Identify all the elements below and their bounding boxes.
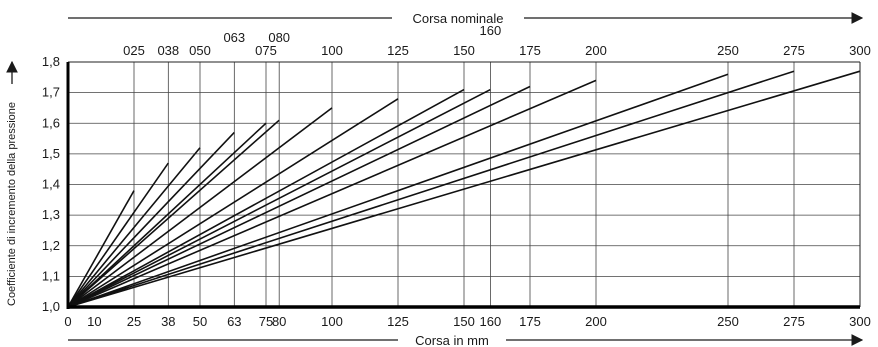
x-tick-label: 75 (259, 314, 273, 329)
series-label-150: 150 (453, 43, 475, 58)
chart-grid (68, 62, 860, 307)
y-tick-label: 1,1 (42, 268, 60, 283)
series-line-150 (67, 88, 465, 308)
series-line-160 (67, 88, 491, 308)
x-tick-label: 125 (387, 314, 409, 329)
x-tick-label: 0 (64, 314, 71, 329)
series-line-063 (67, 131, 235, 308)
series-line-125 (67, 98, 399, 308)
y-tick-label: 1,0 (42, 299, 60, 314)
series-label-250: 250 (717, 43, 739, 58)
x-tick-label: 275 (783, 314, 805, 329)
chart-tick-labels: 1,0 1,1 1,2 1,3 1,4 1,5 1,6 1,7 1,8 0 10 25 38 50 63 75… (42, 23, 871, 329)
chart-curves (67, 70, 861, 308)
series-line-275 (67, 70, 795, 308)
y-tick-label: 1,7 (42, 85, 60, 100)
series-label-200: 200 (585, 43, 607, 58)
series-line-200 (67, 79, 597, 308)
series-line-050 (67, 147, 201, 308)
series-line-100 (67, 107, 333, 308)
series-label-075: 075 (255, 43, 277, 58)
series-label-160: 160 (480, 23, 502, 38)
y-axis-title: Coefficiente di incremento della pressio… (6, 102, 18, 306)
chart-frame (66, 61, 861, 309)
series-line-300 (67, 70, 861, 308)
x-tick-label: 10 (87, 314, 101, 329)
x-tick-label: 63 (227, 314, 241, 329)
x-tick-label: 300 (849, 314, 871, 329)
x-tick-label: 150 (453, 314, 475, 329)
x-tick-label: 250 (717, 314, 739, 329)
series-line-250 (67, 73, 729, 308)
series-line-025 (67, 190, 135, 308)
series-line-038 (67, 162, 169, 308)
series-label-275: 275 (783, 43, 805, 58)
y-tick-label: 1,6 (42, 115, 60, 130)
series-label-125: 125 (387, 43, 409, 58)
y-tick-label: 1,4 (42, 177, 60, 192)
y-tick-label: 1,3 (42, 207, 60, 222)
series-line-080 (67, 119, 280, 308)
series-label-080: 080 (268, 30, 290, 45)
x-tick-label: 100 (321, 314, 343, 329)
series-label-300: 300 (849, 43, 871, 58)
series-label-038: 038 (157, 43, 179, 58)
x-tick-label: 175 (519, 314, 541, 329)
series-line-075 (67, 122, 267, 308)
series-label-050: 050 (189, 43, 211, 58)
series-label-063: 063 (223, 30, 245, 45)
x-tick-label: 80 (272, 314, 286, 329)
series-label-025: 025 (123, 43, 145, 58)
x-axis-title: Corsa in mm (415, 333, 489, 347)
series-label-175: 175 (519, 43, 541, 58)
x-tick-label: 38 (161, 314, 175, 329)
x-tick-label: 160 (480, 314, 502, 329)
y-tick-label: 1,5 (42, 146, 60, 161)
y-tick-label: 1,2 (42, 238, 60, 253)
y-tick-label: 1,8 (42, 54, 60, 69)
top-axis-title: Corsa nominale (412, 11, 503, 26)
x-tick-label: 50 (193, 314, 207, 329)
x-tick-label: 200 (585, 314, 607, 329)
series-line-175 (67, 85, 531, 308)
series-label-100: 100 (321, 43, 343, 58)
x-tick-label: 25 (127, 314, 141, 329)
